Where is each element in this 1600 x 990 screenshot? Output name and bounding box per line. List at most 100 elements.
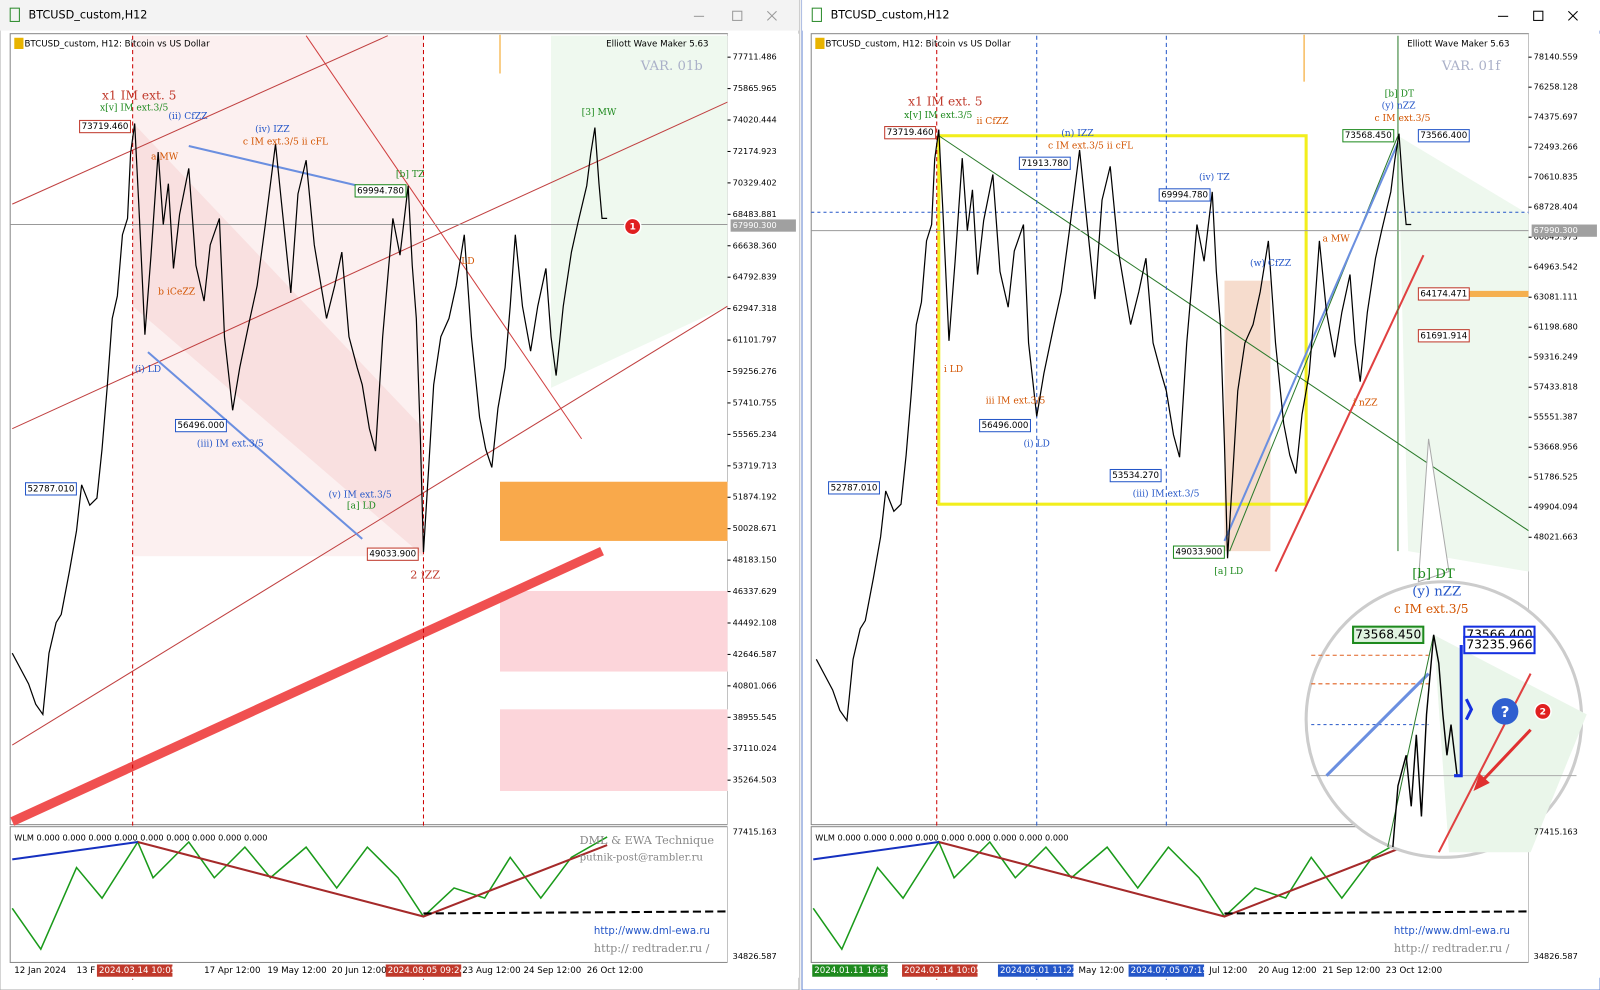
date-label: 19 May 12:00 xyxy=(267,966,326,976)
date-label: 2024.05.01 11:22 xyxy=(1000,966,1077,976)
price-label: 63081.111 xyxy=(1534,292,1578,302)
date-label: 23 Aug 12:00 xyxy=(462,966,520,976)
date-label: 17 Apr 12:00 xyxy=(204,966,260,976)
price-label: 51786.525 xyxy=(1534,472,1578,482)
date-label: 20 Jun 12:00 xyxy=(332,966,387,976)
date-label: May 12:00 xyxy=(1079,966,1125,976)
date-label: 24 Sep 12:00 xyxy=(523,966,581,976)
zone xyxy=(1224,280,1271,552)
price-tag: 61691.914 xyxy=(1420,331,1467,341)
close-button[interactable] xyxy=(1568,10,1578,21)
price-label: 40801.066 xyxy=(733,680,777,690)
wave-label: [a] LD xyxy=(1214,566,1243,577)
price-label: 61101.797 xyxy=(733,335,777,345)
price-tag-box xyxy=(354,184,407,198)
price-label: 78140.559 xyxy=(1534,52,1578,62)
date-highlight xyxy=(812,964,888,977)
subwindow-header: WLM 0.000 0.000 0.000 0.000 0.000 0.000 … xyxy=(815,832,1068,842)
price-tag-box xyxy=(979,418,1031,433)
price-label: 70329.402 xyxy=(733,177,777,187)
date-label: 2024.03.14 10:05 xyxy=(99,966,176,976)
wave-label: [b] TZ xyxy=(396,169,425,180)
price-label: 55551.387 xyxy=(1534,412,1578,422)
price-label: 64792.839 xyxy=(733,272,777,282)
footer-text: DML & EWA Technique xyxy=(580,834,715,847)
indicator-name: Elliott Wave Maker 5.63 xyxy=(1407,39,1509,49)
badge-number: 1 xyxy=(629,222,635,233)
price-label: 48183.150 xyxy=(733,555,777,565)
price-tag: 69994.780 xyxy=(357,186,404,196)
close-button[interactable] xyxy=(766,10,777,21)
zone xyxy=(132,122,424,557)
price-label: 59256.276 xyxy=(733,366,777,376)
price-label: 66638.360 xyxy=(733,240,777,250)
date-label: 26 Oct 12:00 xyxy=(587,966,643,976)
maximize-button[interactable] xyxy=(732,10,743,21)
wave-label: b iCeZZ xyxy=(158,286,196,297)
wave-label: c IM ext.3/5 ii cFL xyxy=(1048,140,1133,151)
wave-label: (iii) IM ext.3/5 xyxy=(197,438,264,449)
price-label: 53668.956 xyxy=(1534,442,1578,452)
title-bar xyxy=(0,0,799,31)
zoom-wave-label: [b] DT xyxy=(1412,567,1455,582)
help-glyph: ? xyxy=(1501,703,1510,721)
price-label: 70610.835 xyxy=(1534,172,1578,182)
trend-line xyxy=(10,546,604,826)
price-tag: 73568.450 xyxy=(1345,131,1392,141)
indicator-name: Elliott Wave Maker 5.63 xyxy=(606,39,708,49)
price-label: 61198.680 xyxy=(1534,322,1578,332)
wave-label: c IM ext.3/5 xyxy=(1374,113,1430,124)
date-label: 2024.08.05 09:24 xyxy=(388,966,466,976)
price-tag: 73566.400 xyxy=(1420,131,1467,141)
price-tag: 71913.780 xyxy=(1021,159,1068,169)
price-label: 75865.965 xyxy=(733,83,777,93)
wave-label: (ii) CfZZ xyxy=(168,111,208,122)
trend-line xyxy=(1274,254,1425,572)
zone xyxy=(551,35,728,388)
price-label: 44492.108 xyxy=(733,617,777,627)
wave-label: (i) LD xyxy=(1023,438,1049,449)
wave-line xyxy=(147,351,363,540)
zoom-price-tag-box xyxy=(1352,625,1425,645)
maximize-button[interactable] xyxy=(1533,10,1544,21)
variant-label: VAR. 01b xyxy=(640,59,703,74)
badge-number: 2 xyxy=(1540,706,1546,717)
wave-label: LD xyxy=(461,256,474,267)
zoom-price-tag-box xyxy=(1463,635,1536,655)
price-tag-box xyxy=(1109,468,1162,483)
date-label: 2024.01.11 16:51 xyxy=(814,966,891,976)
wave-label: ii CfZZ xyxy=(977,116,1010,127)
price-label: 62947.318 xyxy=(733,303,777,313)
price-tag-box xyxy=(79,119,131,134)
wave-label: i LD xyxy=(944,364,963,375)
zone xyxy=(500,590,728,672)
wave-label: a MW xyxy=(151,152,179,163)
price-tag-box xyxy=(366,547,419,561)
help-icon[interactable] xyxy=(1491,698,1519,725)
footer-text: http:// redtrader.ru / xyxy=(1394,942,1510,955)
price-tag: 49033.900 xyxy=(369,550,416,560)
date-label: 21 Sep 12:00 xyxy=(1322,966,1380,976)
price-tag: 73719.460 xyxy=(82,122,129,132)
price-tag-box xyxy=(1417,329,1470,343)
sub-axis-label: 77415.163 xyxy=(733,826,777,836)
wave-label: x1 IM ext. 5 xyxy=(102,88,176,102)
price-label: 49904.094 xyxy=(1534,502,1578,512)
price-label: 50028.671 xyxy=(733,523,777,533)
zone xyxy=(1467,290,1529,297)
date-label: 12 Jan 2024 xyxy=(14,966,66,976)
price-tag: 53534.270 xyxy=(1112,471,1159,481)
chart-header: BTCUSD_custom, H12: Bitcoin vs US Dollar xyxy=(826,39,1012,49)
price-tag: 52787.010 xyxy=(831,483,878,493)
wave-label: c IM ext.3/5 ii cFL xyxy=(243,136,328,147)
price-tag-box xyxy=(25,482,77,496)
price-label: 38955.545 xyxy=(733,712,777,722)
price-axis xyxy=(727,33,799,978)
price-label: 57433.818 xyxy=(1534,382,1578,392)
footer-text: putnik-post@rambler.ru xyxy=(580,852,704,863)
price-tag-box xyxy=(1172,545,1225,559)
footer-text: http:// redtrader.ru / xyxy=(594,942,710,955)
price-tag: 69994.780 xyxy=(1161,190,1208,200)
price-label: 59316.249 xyxy=(1534,352,1578,362)
zoom-wave-label: c IM ext.3/5 xyxy=(1394,602,1469,616)
